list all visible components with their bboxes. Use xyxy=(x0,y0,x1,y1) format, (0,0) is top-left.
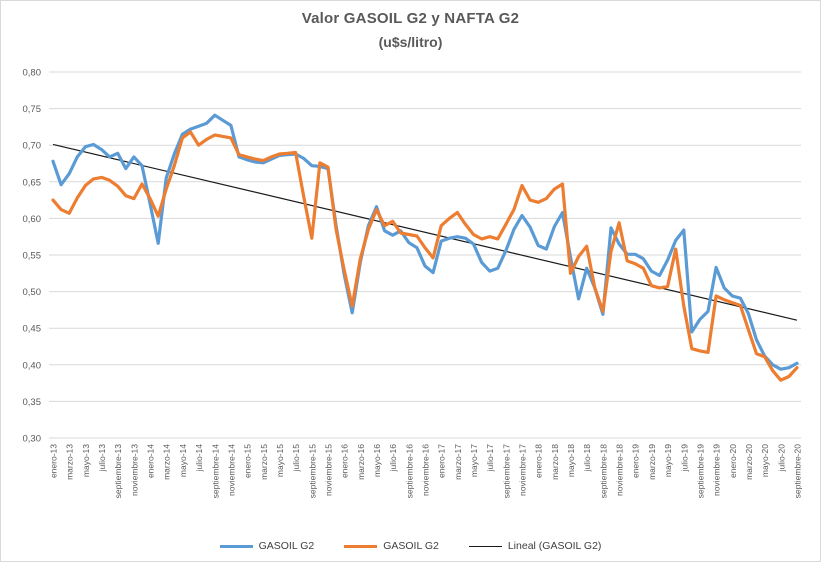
x-tick-label: marzo-17 xyxy=(453,444,463,480)
x-tick-label: julio-20 xyxy=(776,444,786,473)
x-tick-label: enero-18 xyxy=(534,444,544,478)
legend-line-sample-blue xyxy=(219,544,253,548)
x-tick-label: noviembre-15 xyxy=(323,444,333,496)
y-tick-label: 0,80 xyxy=(23,68,42,79)
x-tick-label: enero-17 xyxy=(437,444,447,478)
trendline-lineal-gasoil-g2 xyxy=(52,143,798,321)
x-tick-label: noviembre-19 xyxy=(712,444,722,496)
x-tick-label: marzo-15 xyxy=(259,444,269,480)
series-line-gasoil-g2-orange xyxy=(51,130,799,382)
legend-item-gasoil-g2-orange: GASOIL G2 xyxy=(344,540,439,552)
x-tick-label: septiembre-18 xyxy=(598,444,608,499)
x-tick-label: septiembre-19 xyxy=(695,444,705,499)
x-tick-label: septiembre-16 xyxy=(404,444,414,499)
y-tick-label: 0,45 xyxy=(23,324,42,335)
x-tick-label: julio-15 xyxy=(291,444,301,473)
y-tick-label: 0,30 xyxy=(23,434,42,445)
legend-item-gasoil-g2-blue: GASOIL G2 xyxy=(219,540,315,552)
x-tick-label: mayo-18 xyxy=(566,444,576,477)
x-tick-label: marzo-19 xyxy=(647,444,657,480)
x-tick-label: julio-18 xyxy=(582,444,592,473)
x-tick-label: marzo-18 xyxy=(550,444,560,480)
series-line-gasoil-g2-blue xyxy=(51,113,799,371)
y-tick-label: 0,60 xyxy=(23,214,42,225)
x-tick-label: mayo-15 xyxy=(275,444,285,477)
x-tick-label: septiembre-17 xyxy=(501,444,511,499)
legend-item-trendline: Lineal (GASOIL G2) xyxy=(468,540,602,552)
x-tick-label: mayo-13 xyxy=(81,444,91,477)
x-tick-label: julio-19 xyxy=(679,444,689,473)
legend-label: GASOIL G2 xyxy=(383,540,439,552)
x-tick-label: enero-16 xyxy=(340,444,350,478)
x-tick-label: septiembre-15 xyxy=(307,444,317,499)
x-tick-label: enero-14 xyxy=(146,444,156,478)
x-tick-label: noviembre-17 xyxy=(518,444,528,496)
x-tick-label: septiembre-14 xyxy=(210,444,220,499)
x-tick-label: noviembre-13 xyxy=(129,444,139,496)
x-tick-label: enero-20 xyxy=(728,444,738,478)
y-tick-label: 0,65 xyxy=(23,177,42,188)
x-tick-label: mayo-16 xyxy=(372,444,382,477)
y-tick-label: 0,40 xyxy=(23,360,42,371)
y-tick-label: 0,75 xyxy=(23,104,42,115)
x-tick-label: julio-17 xyxy=(485,444,495,473)
x-tick-label: marzo-20 xyxy=(744,444,754,480)
legend-label: GASOIL G2 xyxy=(258,540,315,552)
x-tick-label: enero-13 xyxy=(49,444,59,478)
x-tick-label: mayo-14 xyxy=(178,444,188,477)
legend-line-sample-trend xyxy=(468,545,502,547)
x-tick-label: mayo-17 xyxy=(469,444,479,477)
x-tick-label: marzo-13 xyxy=(65,444,75,480)
x-tick-label: julio-13 xyxy=(97,444,107,473)
x-tick-label: noviembre-16 xyxy=(421,444,431,496)
x-tick-label: septiembre-20 xyxy=(792,444,802,499)
x-tick-label: noviembre-14 xyxy=(226,444,236,496)
legend-line-sample-orange xyxy=(344,544,378,548)
x-tick-label: mayo-20 xyxy=(760,444,770,477)
x-tick-label: noviembre-18 xyxy=(615,444,625,496)
x-tick-label: marzo-14 xyxy=(162,444,172,480)
y-tick-label: 0,70 xyxy=(23,141,42,152)
x-tick-label: enero-19 xyxy=(631,444,641,478)
legend: GASOIL G2 GASOIL G2 Lineal (GASOIL G2) xyxy=(1,540,820,552)
x-tick-label: julio-14 xyxy=(194,444,204,473)
y-tick-label: 0,55 xyxy=(23,251,42,262)
y-tick-label: 0,50 xyxy=(23,287,42,298)
x-tick-label: mayo-19 xyxy=(663,444,673,477)
chart-subtitle: (u$s/litro) xyxy=(378,34,443,50)
x-tick-label: marzo-16 xyxy=(356,444,366,480)
x-tick-label: julio-16 xyxy=(388,444,398,473)
chart-title: Valor GASOIL G2 y NAFTA G2 xyxy=(301,10,520,27)
y-tick-label: 0,35 xyxy=(23,397,42,408)
x-tick-label: enero-15 xyxy=(243,444,253,478)
legend-label: Lineal (GASOIL G2) xyxy=(507,540,602,552)
x-tick-label: septiembre-13 xyxy=(113,444,123,499)
